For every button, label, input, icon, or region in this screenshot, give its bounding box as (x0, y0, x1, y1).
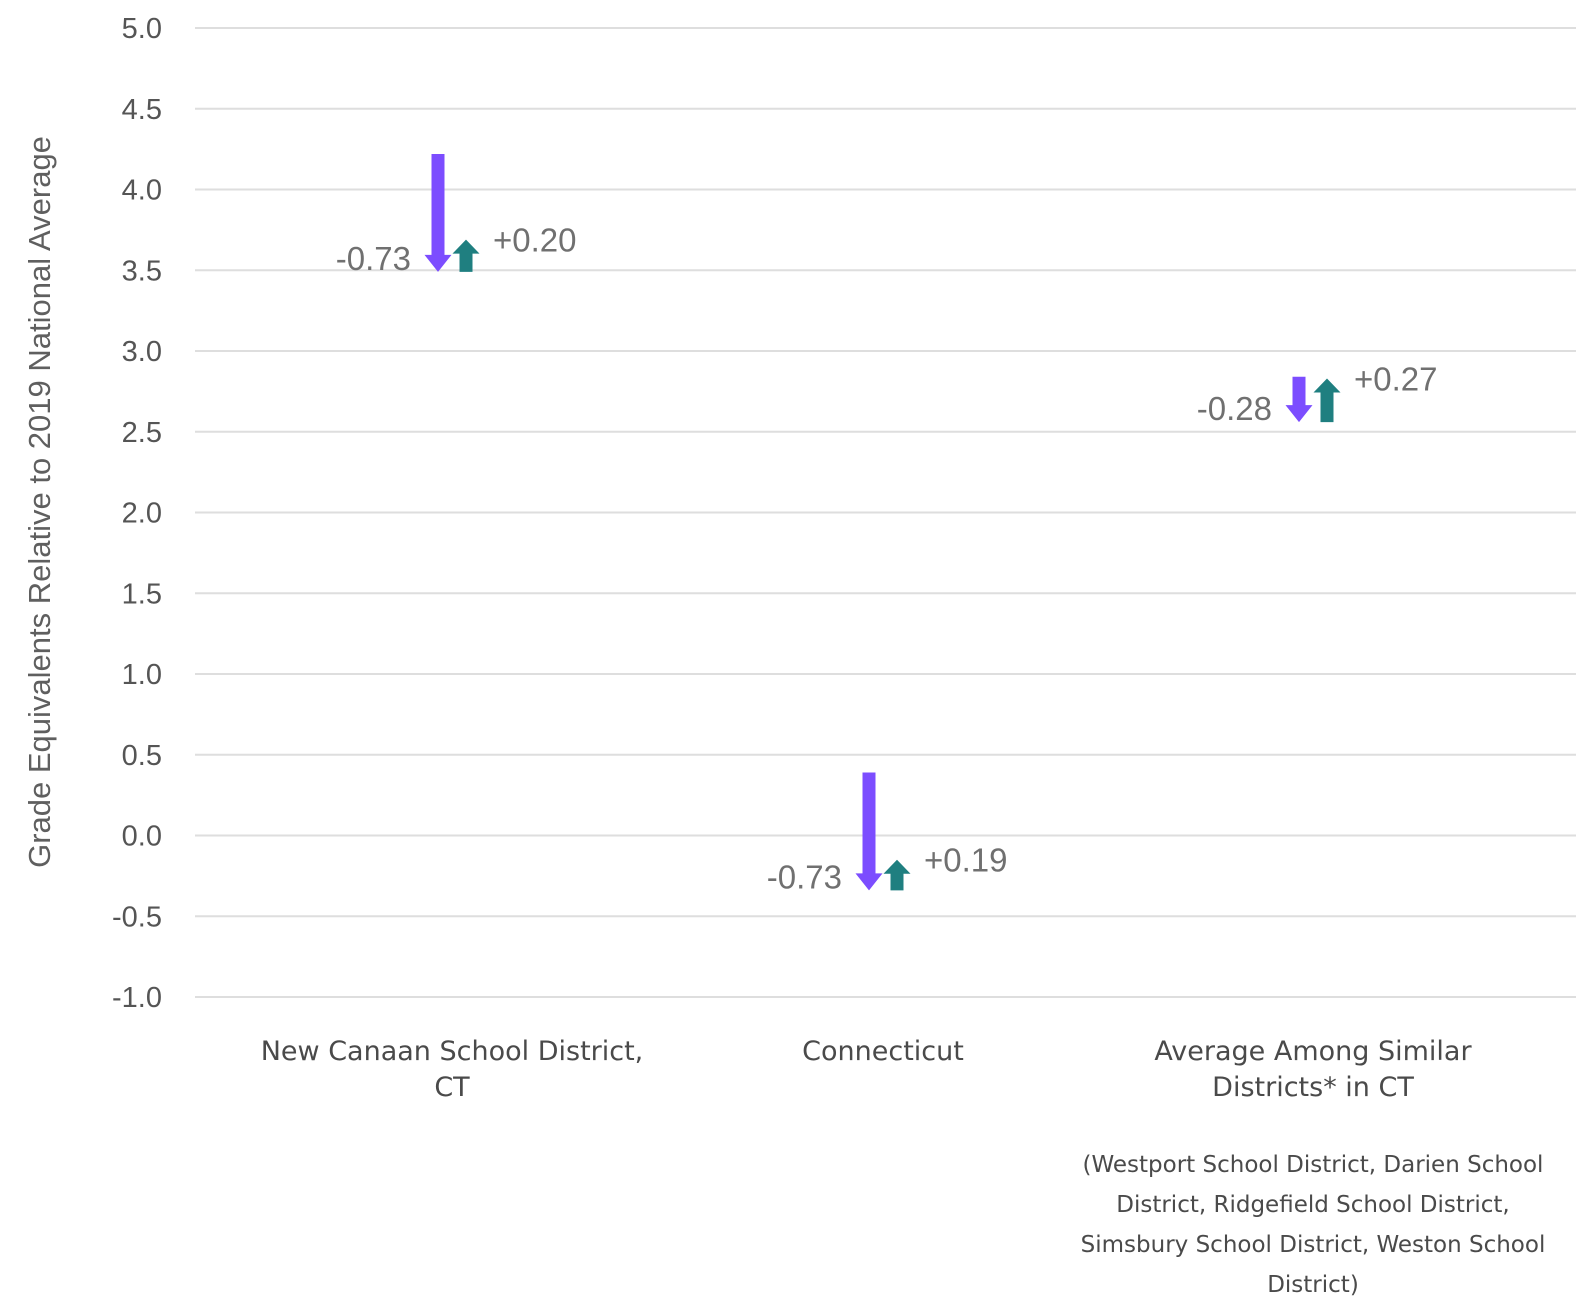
y-tick-label: 0.5 (122, 740, 162, 772)
decline-arrow (424, 154, 452, 272)
category-label: Connecticut (802, 1036, 964, 1067)
y-tick-label: -1.0 (112, 982, 162, 1014)
y-tick-label: 1.0 (122, 659, 162, 691)
y-tick-label: 4.0 (122, 175, 162, 207)
y-tick-label: 2.0 (122, 498, 162, 530)
category-note: District) (1267, 1272, 1359, 1298)
y-tick-label: 0.0 (122, 821, 162, 853)
category-note: (Westport School District, Darien School (1083, 1152, 1544, 1178)
recovery-label: +0.20 (493, 222, 577, 259)
category-labels: New Canaan School District, CT Connecticut… (261, 1036, 1546, 1298)
decline-label: -0.28 (1197, 390, 1272, 427)
recovery-arrow (452, 239, 480, 272)
category-label: Districts* in CT (1212, 1072, 1414, 1103)
y-tick-label: 3.0 (122, 336, 162, 368)
y-tick-labels: 5.0 4.5 4.0 3.5 3.0 2.5 2.0 1.5 1.0 0.5 0.0 -0.5 -1.… (112, 13, 162, 1014)
recovery-arrow (1313, 378, 1341, 423)
recovery-arrow (883, 859, 911, 891)
category-note: Simsbury School District, Weston School (1081, 1232, 1546, 1258)
decline-label: -0.73 (336, 240, 411, 277)
gridlines (195, 27, 1576, 998)
decline-arrow (855, 772, 883, 891)
decline-label: -0.73 (767, 858, 842, 895)
y-tick-label: 2.5 (122, 417, 162, 449)
recovery-label: +0.27 (1354, 360, 1438, 397)
y-tick-label: 5.0 (122, 13, 162, 45)
y-tick-label: -0.5 (112, 901, 162, 933)
y-axis-label: Grade Equivalents Relative to 2019 Natio… (22, 136, 57, 868)
category-label: Average Among Similar (1154, 1036, 1472, 1067)
chart-marks: -0.73 +0.20 -0.73 +0.19 -0.28 +0.27 (336, 154, 1438, 895)
y-tick-label: 4.5 (122, 94, 162, 126)
decline-arrow (1285, 376, 1313, 423)
category-label: New Canaan School District, (261, 1036, 644, 1067)
category-label: CT (434, 1072, 470, 1103)
category-note: District, Ridgefield School District, (1116, 1192, 1509, 1218)
y-tick-label: 3.5 (122, 255, 162, 287)
recovery-label: +0.19 (924, 842, 1008, 879)
y-tick-label: 1.5 (122, 578, 162, 610)
